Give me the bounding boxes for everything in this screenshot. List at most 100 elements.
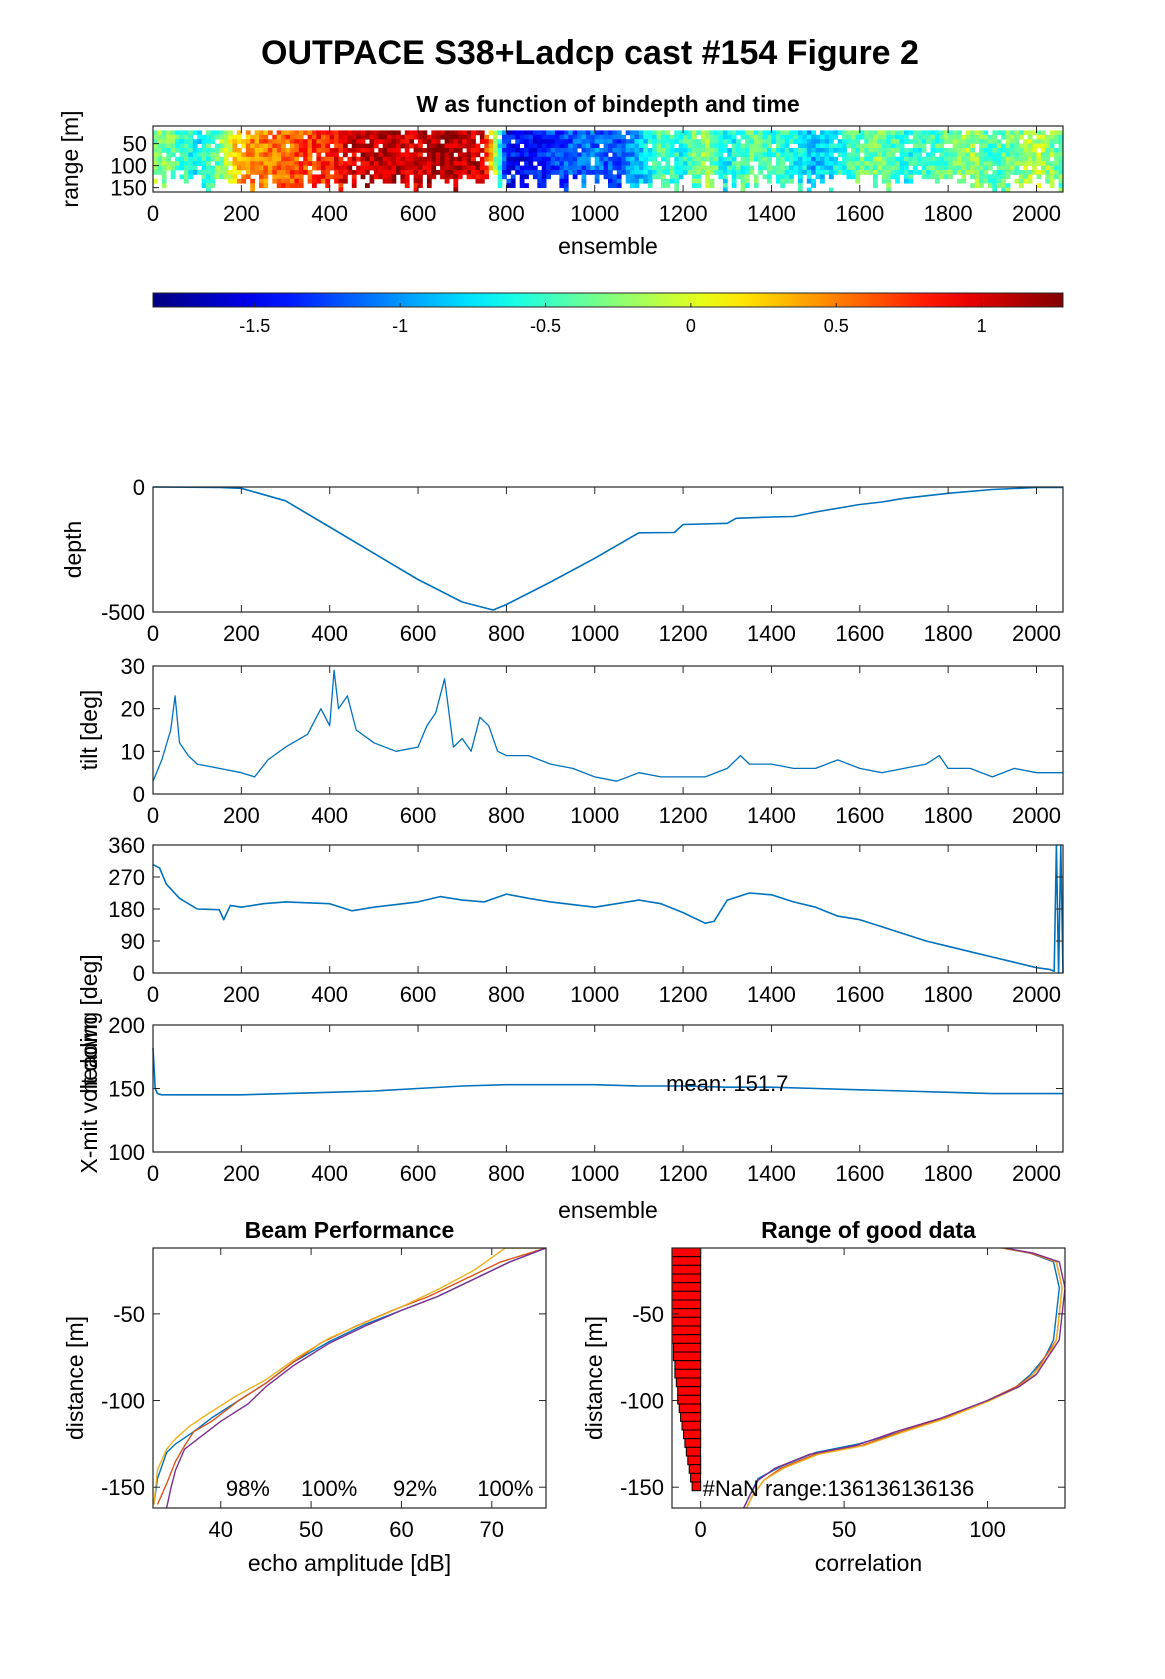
heatmap-cell (214, 148, 220, 153)
heatmap-cell (886, 148, 892, 153)
heatmap-cell (868, 170, 874, 175)
heatmap-cell (837, 148, 843, 153)
heatmap-cell (802, 130, 808, 136)
y-axis-label: distance [m] (581, 1316, 607, 1440)
heatmap-cell (502, 170, 507, 175)
heatmap-cell (1001, 156, 1006, 162)
heatmap-cell (665, 152, 671, 158)
heatmap-cell (206, 170, 211, 175)
heatmap-cell (157, 152, 163, 158)
heatmap-cell (510, 165, 516, 171)
heatmap-cell (855, 165, 861, 171)
heatmap-cell (780, 143, 786, 149)
heatmap-cell (744, 143, 750, 149)
heatmap-cell (678, 134, 684, 140)
heatmap-cell (206, 139, 211, 144)
heatmap-cell (842, 170, 847, 175)
heatmap-cell (404, 134, 410, 140)
heatmap-cell (259, 130, 264, 136)
heatmap-cell (957, 170, 962, 175)
heatmap-cell (1023, 174, 1028, 180)
heatmap-cell (784, 148, 790, 153)
heatmap-cell (426, 143, 432, 149)
heatmap-cell (1032, 165, 1037, 171)
heatmap-cell (546, 148, 551, 153)
heatmap-cell (714, 170, 719, 175)
beam-2-line (156, 1248, 546, 1505)
heatmap-cell (890, 161, 896, 166)
colorbar-tick-label: 1 (977, 316, 987, 336)
heatmap-cell (687, 139, 693, 144)
heatmap-cell (634, 165, 640, 171)
heatmap-cell (170, 139, 176, 144)
heatmap-cell (422, 165, 428, 171)
heatmap-cell (851, 174, 856, 180)
heatmap-cell (170, 170, 176, 175)
heatmap-cell (254, 152, 260, 158)
heatmap-cell (669, 134, 675, 140)
nan-bar (678, 1403, 702, 1414)
heatmap-cell (510, 134, 516, 140)
heatmap-cell (382, 143, 388, 149)
heatmap-cell (563, 178, 569, 184)
heatmap-cell (325, 174, 331, 180)
heatmap-cell (316, 152, 322, 158)
heatmap-cell (440, 148, 445, 153)
heatmap-cell (979, 161, 984, 166)
heatmap-cell (908, 170, 914, 175)
heatmap-cell (435, 170, 441, 175)
heatmap-cell (365, 148, 370, 153)
heatmap-cell (572, 161, 578, 166)
heatmap-cell (1058, 130, 1064, 136)
heatmap-cell (970, 170, 975, 175)
heatmap-cell (289, 183, 295, 188)
heatmap-cell (236, 161, 242, 166)
y-tick-label: 150 (110, 176, 147, 201)
heatmap-cell (833, 134, 839, 140)
heatmap-cell (250, 161, 255, 166)
heatmap-cell (948, 134, 953, 140)
heatmap-cell (877, 170, 883, 175)
heatmap-cell (497, 130, 503, 136)
nan-bar (672, 1325, 702, 1336)
heatmap-cell (965, 148, 971, 153)
heatmap-cell (864, 130, 869, 136)
heatmap-cell (616, 170, 622, 175)
x-tick-label: 400 (311, 803, 348, 828)
heatmap-cell (462, 165, 467, 171)
heatmap-cell (899, 170, 905, 175)
heatmap-cell (691, 139, 697, 144)
y-tick-label: 150 (108, 1077, 145, 1102)
heatmap-cell (1018, 170, 1024, 175)
heatmap-cell (307, 174, 313, 180)
heatmap-cell (197, 134, 202, 140)
heatmap-cell (382, 148, 388, 153)
heatmap-cell (864, 165, 869, 171)
heatmap-cell (709, 165, 715, 171)
heatmap-cell (453, 178, 459, 184)
heatmap-cell (952, 161, 958, 166)
nan-bar (672, 1316, 702, 1327)
heatmap-cell (267, 130, 273, 136)
heatmap-cell (1001, 148, 1006, 153)
heatmap-cell (952, 156, 958, 162)
heatmap-cell (722, 183, 728, 188)
heatmap-cell (493, 134, 498, 140)
heatmap-cell (881, 165, 887, 171)
heatmap-cell (731, 161, 737, 166)
heatmap-cell (166, 134, 172, 140)
heatmap-cell (334, 174, 339, 180)
heatmap-cell (599, 156, 604, 162)
heatmap-cell (338, 134, 344, 140)
heatmap-cell (934, 156, 940, 162)
heatmap-cell (873, 152, 878, 158)
heatmap-cell (798, 134, 803, 140)
heatmap-cell (440, 174, 445, 180)
heatmap-cell (1036, 170, 1042, 175)
heatmap-cell (780, 170, 786, 175)
heatmap-cell (669, 165, 675, 171)
heatmap-cell (475, 174, 481, 180)
heatmap-cell (696, 178, 702, 184)
heatmap-cell (895, 178, 900, 184)
heatmap-cell (166, 143, 172, 149)
